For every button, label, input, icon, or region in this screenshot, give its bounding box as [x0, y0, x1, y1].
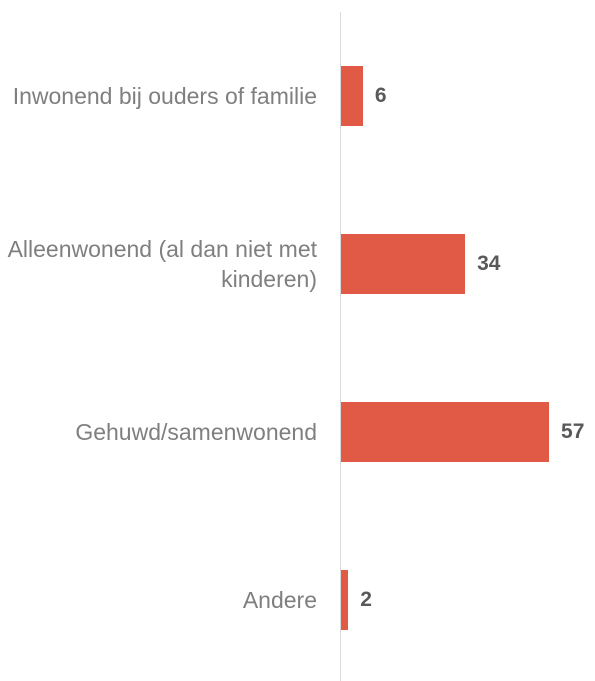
bar: [341, 234, 466, 294]
category-label: Alleenwonend (al dan niet met kinderen): [7, 236, 317, 292]
bar: [341, 570, 349, 630]
category-label: Andere: [242, 587, 317, 613]
value-label: 57: [561, 420, 585, 443]
category-label: Inwonend bij ouders of familie: [12, 83, 317, 109]
value-label: 2: [360, 588, 372, 611]
category-label: Gehuwd/samenwonend: [75, 419, 317, 445]
bar: [341, 402, 550, 462]
value-label: 34: [477, 252, 501, 275]
bar: [341, 66, 363, 126]
axis-line: [340, 12, 341, 681]
value-label: 6: [374, 84, 387, 107]
